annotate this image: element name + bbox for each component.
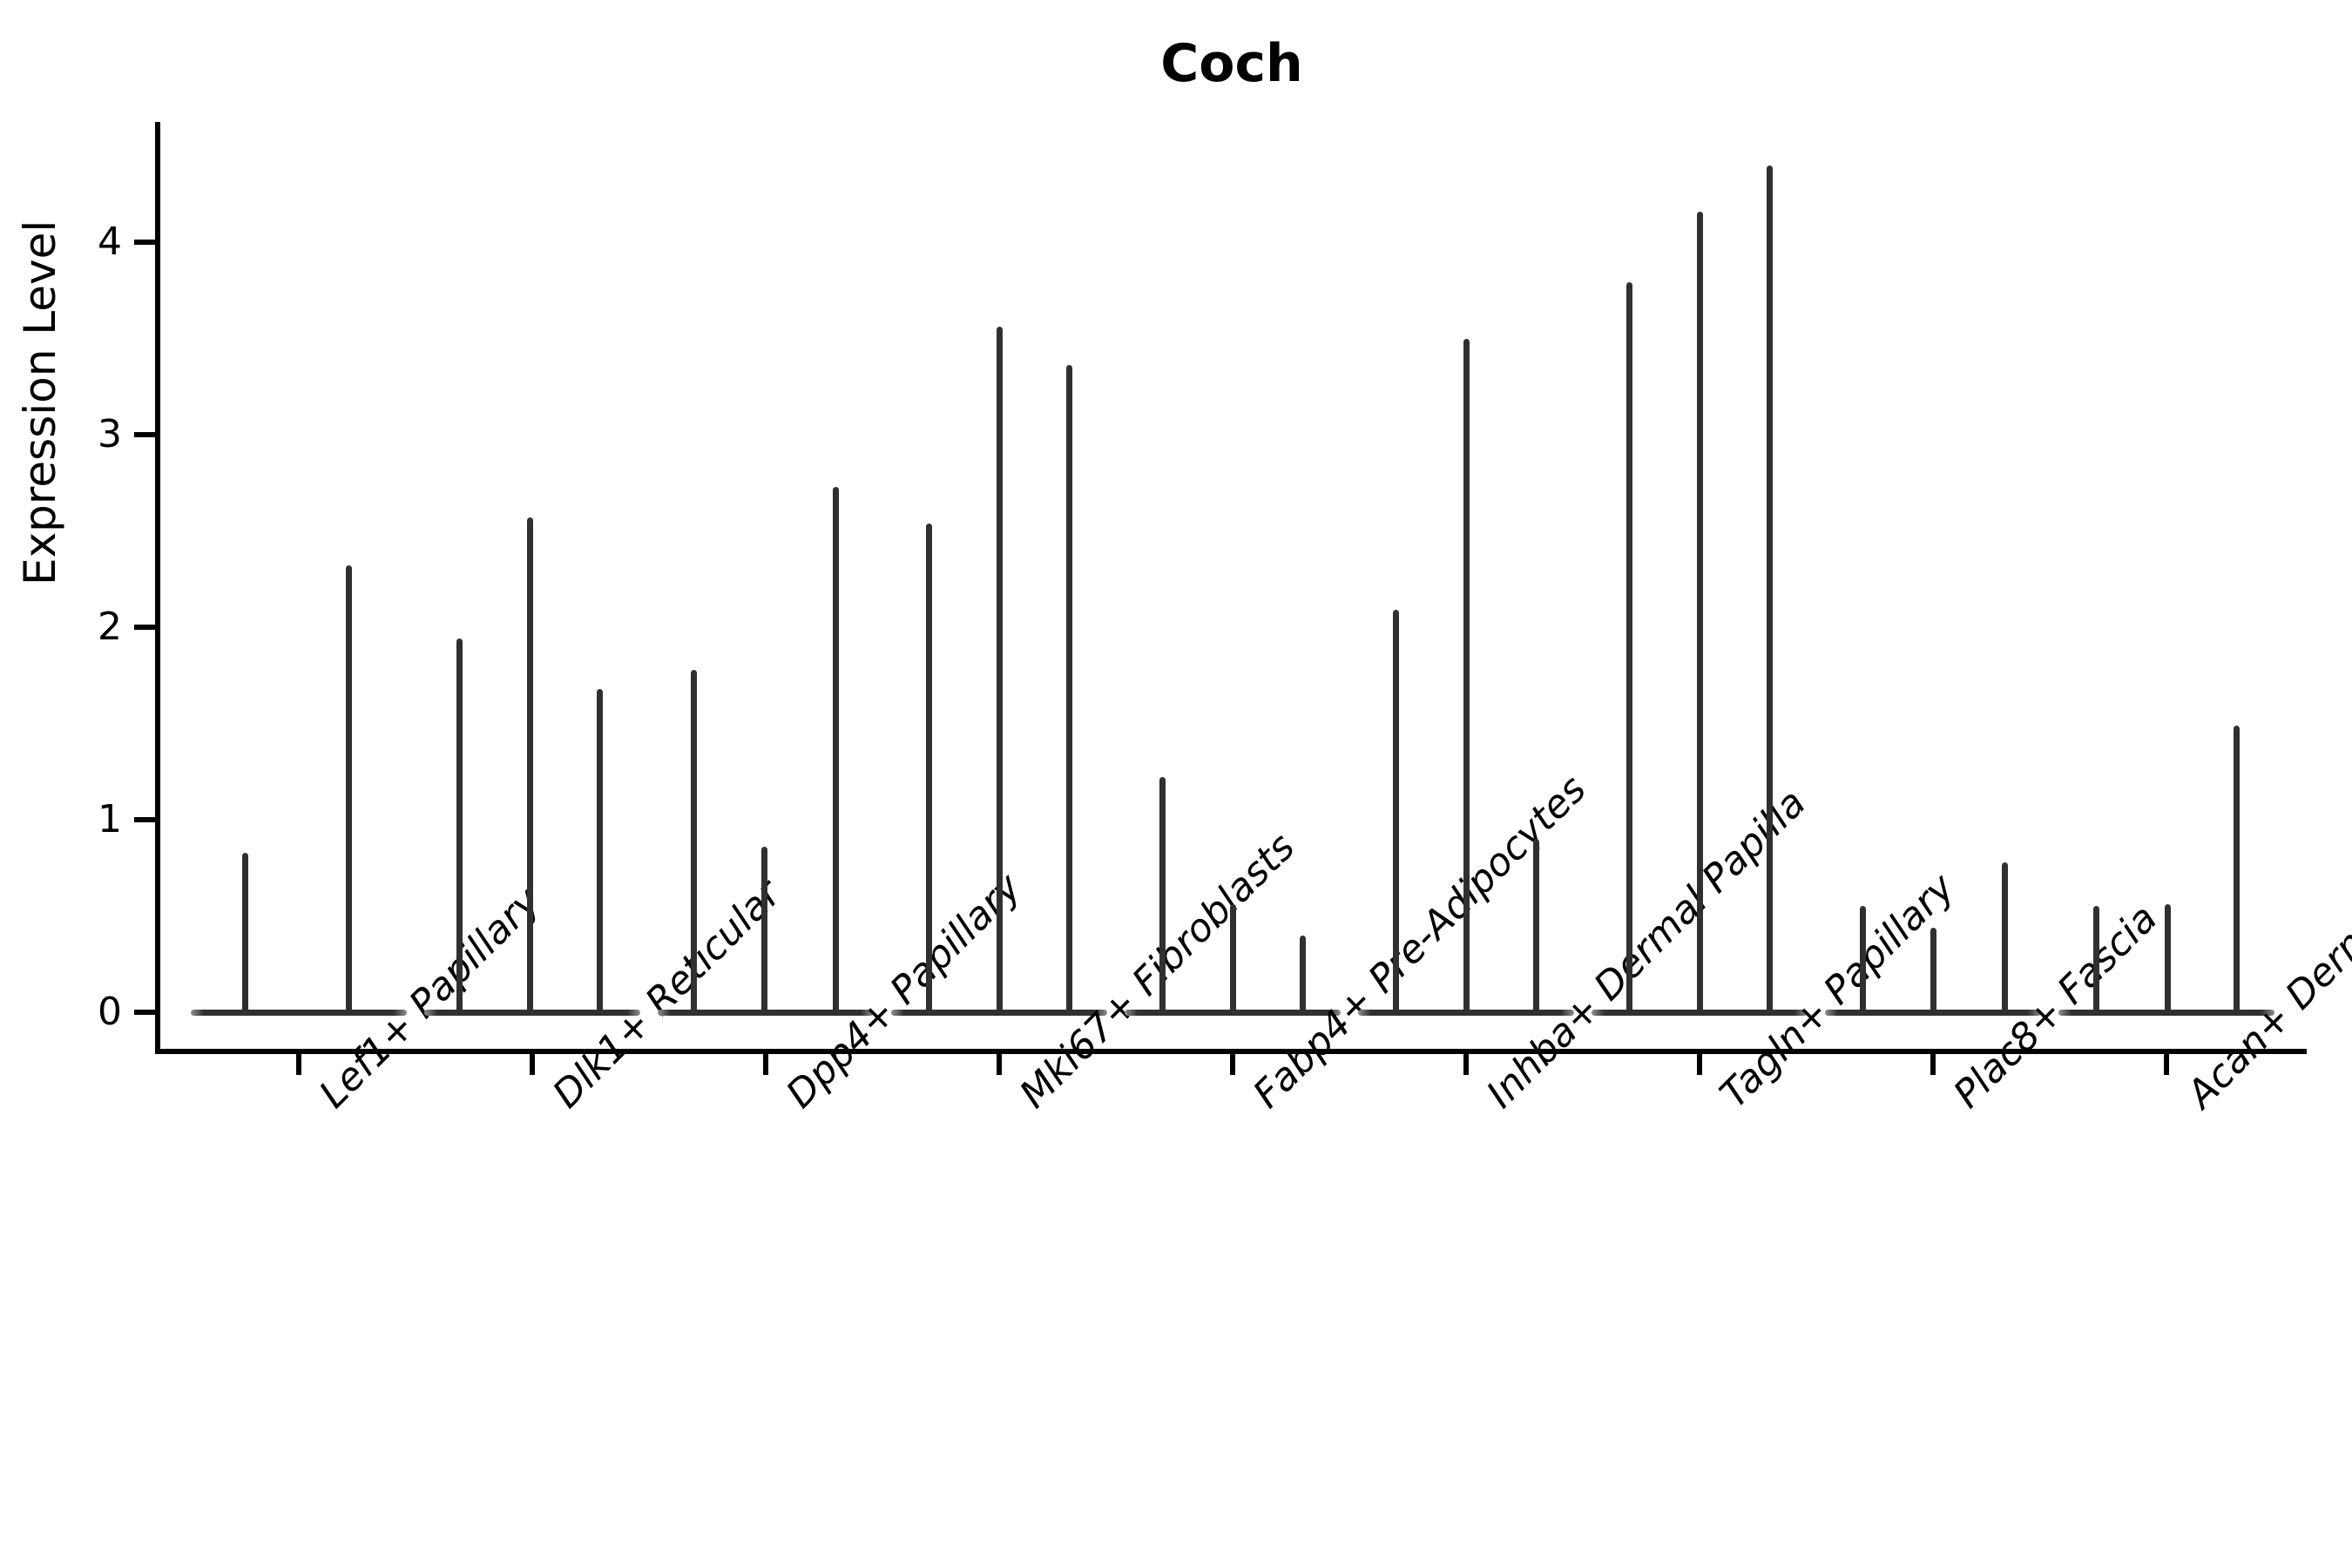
y-tick-mark <box>134 817 155 822</box>
violin-spike <box>2234 725 2240 1012</box>
x-tick-mark <box>296 1054 301 1075</box>
violin-spike <box>1159 777 1166 1012</box>
violin-spike <box>1392 610 1399 1012</box>
violin-spike <box>1696 211 1703 1012</box>
x-tick-mark <box>997 1054 1002 1075</box>
violin-spike <box>761 846 768 1012</box>
violin-spike <box>1533 839 1540 1012</box>
violin-baseline <box>1125 1010 1341 1016</box>
violin-baseline <box>2058 1010 2274 1016</box>
x-tick-mark <box>1230 1054 1235 1075</box>
x-tick-mark <box>1930 1054 1936 1075</box>
violin-baseline <box>191 1010 407 1016</box>
violin-spike <box>2001 862 2008 1012</box>
y-tick-mark <box>134 1010 155 1015</box>
violin-spike <box>1930 927 1936 1012</box>
x-tick-mark <box>530 1054 535 1075</box>
violin-spike <box>691 669 698 1012</box>
violin-baseline <box>658 1010 874 1016</box>
x-tick-label: Fabp4+ Pre-Adipocytes <box>1245 767 1595 1118</box>
chart-title: Coch <box>1160 33 1303 94</box>
y-tick-mark <box>134 432 155 437</box>
x-tick-mark <box>1463 1054 1469 1075</box>
violin-spike <box>456 639 463 1012</box>
violin-spike <box>2164 904 2171 1012</box>
y-tick-label: 1 <box>98 797 122 841</box>
violin-spike <box>346 565 353 1012</box>
violin-spike <box>1229 904 1236 1012</box>
violin-baseline <box>891 1010 1107 1016</box>
y-tick-label: 2 <box>98 605 122 649</box>
x-tick-label: Plac8+ Fascia <box>1945 896 2166 1118</box>
x-tick-label: Tagln+ Papillary <box>1712 865 1963 1118</box>
violin-baseline <box>1592 1010 1808 1016</box>
y-tick-mark <box>134 625 155 630</box>
x-tick-label: Dlk1+ Reticular <box>544 871 790 1118</box>
violin-spike <box>526 517 533 1012</box>
violin-spike <box>832 486 839 1012</box>
violin-spike <box>1065 365 1072 1012</box>
violin-spike <box>1860 906 1867 1012</box>
violin-spike <box>241 852 248 1012</box>
violin-baseline <box>1825 1010 2041 1016</box>
x-tick-label: Lef1+ Papillary <box>311 879 550 1118</box>
violin-spike <box>996 327 1003 1012</box>
violin-spike <box>1299 935 1306 1012</box>
x-tick-label: Mki67+ Fibroblasts <box>1011 824 1304 1118</box>
y-tick-mark <box>134 240 155 245</box>
violin-spike <box>597 688 604 1012</box>
x-tick-label: Acan+ Dermal Sheath <box>2179 783 2352 1118</box>
x-tick-label: Inhba+ Dermal Papilla <box>1478 781 1815 1118</box>
y-tick-label: 0 <box>98 990 122 1034</box>
violin-baseline <box>1358 1010 1574 1016</box>
y-tick-label: 3 <box>98 412 122 456</box>
x-tick-mark <box>1697 1054 1702 1075</box>
violin-spike <box>1625 282 1632 1012</box>
x-tick-label: Dpp4+ Papillary <box>778 865 1031 1118</box>
violin-spike <box>2093 906 2100 1012</box>
x-tick-mark <box>763 1054 768 1075</box>
y-tick-label: 4 <box>98 220 122 264</box>
violin-spike <box>1766 165 1773 1012</box>
violin-spike <box>1463 338 1470 1012</box>
violin-baseline <box>424 1010 640 1016</box>
x-tick-mark <box>2164 1054 2169 1075</box>
plot-area <box>155 122 2307 1054</box>
violin-spike <box>925 523 932 1012</box>
